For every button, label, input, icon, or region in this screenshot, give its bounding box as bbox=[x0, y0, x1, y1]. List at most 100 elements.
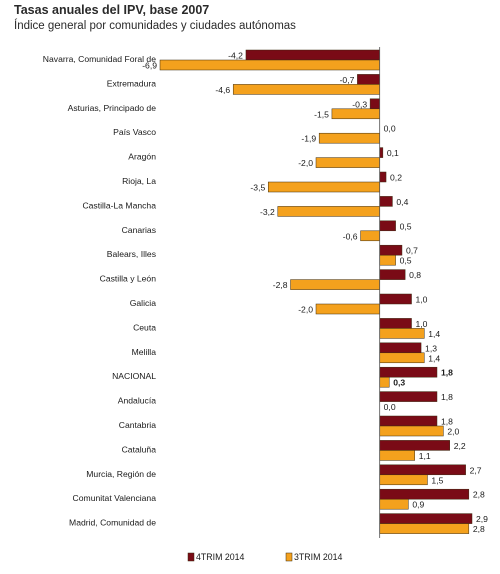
legend-label-4trim: 4TRIM 2014 bbox=[196, 552, 245, 562]
value-label-3trim: -0,6 bbox=[343, 231, 358, 241]
value-label-4trim: -0,3 bbox=[352, 99, 367, 109]
category-label: Asturias, Principado de bbox=[68, 103, 157, 113]
bar-4trim-2014 bbox=[379, 464, 466, 476]
value-label-4trim: 0,2 bbox=[390, 173, 402, 183]
category-label: Ceuta bbox=[133, 322, 156, 332]
bar-4trim-2014 bbox=[379, 488, 470, 500]
bar-3trim-2014 bbox=[159, 59, 380, 71]
legend-label-3trim: 3TRIM 2014 bbox=[294, 552, 343, 562]
category-label: Murcia, Región de bbox=[86, 469, 156, 479]
category-label: Balears, Illes bbox=[107, 249, 156, 259]
bar-4trim-2014 bbox=[379, 147, 384, 158]
bar-4trim-2014 bbox=[379, 415, 438, 427]
bar-4trim-2014 bbox=[379, 513, 473, 524]
value-label-3trim: 0,5 bbox=[400, 256, 412, 266]
legend-swatch-3trim bbox=[285, 552, 293, 562]
bar-3trim-2014 bbox=[379, 498, 409, 510]
value-label-4trim: -4,2 bbox=[228, 51, 243, 61]
category-label: Extremadura bbox=[107, 78, 156, 88]
value-label-4trim: 2,7 bbox=[470, 465, 482, 475]
value-label-3trim: 1,4 bbox=[428, 329, 440, 339]
bar-4trim-2014 bbox=[379, 220, 396, 232]
bar-3trim-2014 bbox=[379, 328, 425, 339]
bars-layer bbox=[159, 49, 473, 534]
bar-3trim-2014 bbox=[379, 352, 425, 364]
value-label-4trim: 0,4 bbox=[396, 197, 408, 207]
value-label-4trim: 1,8 bbox=[441, 368, 453, 378]
bar-3trim-2014 bbox=[267, 181, 380, 193]
bar-3trim-2014 bbox=[277, 206, 380, 217]
value-label-4trim: 1,8 bbox=[441, 417, 453, 427]
bar-3trim-2014 bbox=[315, 303, 380, 315]
value-label-3trim: 0,0 bbox=[384, 402, 396, 412]
value-label-4trim: 1,0 bbox=[416, 319, 428, 329]
value-label-3trim: -3,5 bbox=[250, 183, 265, 193]
value-label-4trim: 2,2 bbox=[454, 441, 466, 451]
legend-swatch-4trim bbox=[187, 552, 195, 562]
value-label-4trim: -0,7 bbox=[340, 75, 355, 85]
value-label-4trim: 1,0 bbox=[416, 295, 428, 305]
value-label-3trim: 1,1 bbox=[419, 451, 431, 461]
value-label-4trim: 1,3 bbox=[425, 343, 437, 353]
value-label-3trim: -2,0 bbox=[298, 305, 313, 315]
bar-4trim-2014 bbox=[379, 269, 406, 280]
value-label-3trim: 0,9 bbox=[412, 500, 424, 510]
value-label-3trim: 2,0 bbox=[447, 427, 459, 437]
category-label: Cataluña bbox=[122, 444, 157, 454]
bar-3trim-2014 bbox=[290, 279, 380, 290]
category-label: Cantabria bbox=[119, 420, 156, 430]
bar-4trim-2014 bbox=[379, 293, 412, 305]
bar-4trim-2014 bbox=[379, 342, 422, 354]
bar-3trim-2014 bbox=[360, 230, 380, 242]
bar-3trim-2014 bbox=[331, 108, 380, 120]
bar-3trim-2014 bbox=[379, 523, 470, 534]
bar-3trim-2014 bbox=[315, 157, 380, 168]
value-label-3trim: 1,5 bbox=[431, 475, 443, 485]
value-label-4trim: 2,9 bbox=[476, 514, 488, 524]
value-label-4trim: 0,1 bbox=[387, 148, 399, 158]
category-label: NACIONAL bbox=[112, 371, 156, 381]
category-label: Aragón bbox=[128, 152, 156, 162]
bar-4trim-2014 bbox=[245, 49, 380, 61]
category-label: Melilla bbox=[132, 347, 157, 357]
category-label: Madrid, Comunidad de bbox=[69, 518, 156, 528]
value-label-4trim: 0,0 bbox=[384, 124, 396, 134]
bar-3trim-2014 bbox=[379, 450, 415, 461]
bar-3trim-2014 bbox=[232, 84, 380, 95]
value-label-3trim: -1,5 bbox=[314, 109, 329, 119]
bar-3trim-2014 bbox=[379, 254, 396, 266]
bar-3trim-2014 bbox=[379, 376, 390, 388]
category-label: Comunitat Valenciana bbox=[73, 493, 157, 503]
value-label-4trim: 0,5 bbox=[400, 221, 412, 231]
value-label-3trim: 1,4 bbox=[428, 353, 440, 363]
bar-4trim-2014 bbox=[379, 171, 387, 183]
value-label-3trim: -1,9 bbox=[301, 134, 316, 144]
value-label-3trim: -3,2 bbox=[260, 207, 275, 217]
bar-4trim-2014 bbox=[379, 366, 438, 378]
value-label-4trim: 1,8 bbox=[441, 392, 453, 402]
bar-4trim-2014 bbox=[357, 74, 380, 85]
bar-3trim-2014 bbox=[379, 474, 428, 486]
category-label: Andalucía bbox=[118, 396, 156, 406]
value-label-3trim: 2,8 bbox=[473, 524, 485, 534]
bar-4trim-2014 bbox=[369, 98, 380, 110]
bar-4trim-2014 bbox=[379, 318, 412, 329]
bar-4trim-2014 bbox=[379, 196, 393, 207]
bar-4trim-2014 bbox=[379, 440, 450, 451]
bar-3trim-2014 bbox=[379, 425, 444, 437]
value-label-4trim: 0,7 bbox=[406, 246, 418, 256]
value-label-3trim: -6,9 bbox=[142, 61, 157, 71]
category-label: Navarra, Comunidad Foral de bbox=[43, 54, 156, 64]
category-label: Rioja, La bbox=[122, 176, 156, 186]
bar-4trim-2014 bbox=[379, 391, 438, 402]
value-label-4trim: 0,8 bbox=[409, 270, 421, 280]
value-label-3trim: 0,3 bbox=[393, 378, 405, 388]
category-label: Castilla-La Mancha bbox=[82, 200, 156, 210]
category-label: Castilla y León bbox=[100, 274, 157, 284]
value-label-3trim: -4,6 bbox=[215, 85, 230, 95]
chart-title: Tasas anuales del IPV, base 2007 bbox=[14, 3, 210, 17]
value-label-4trim: 2,8 bbox=[473, 490, 485, 500]
value-label-3trim: -2,0 bbox=[298, 158, 313, 168]
